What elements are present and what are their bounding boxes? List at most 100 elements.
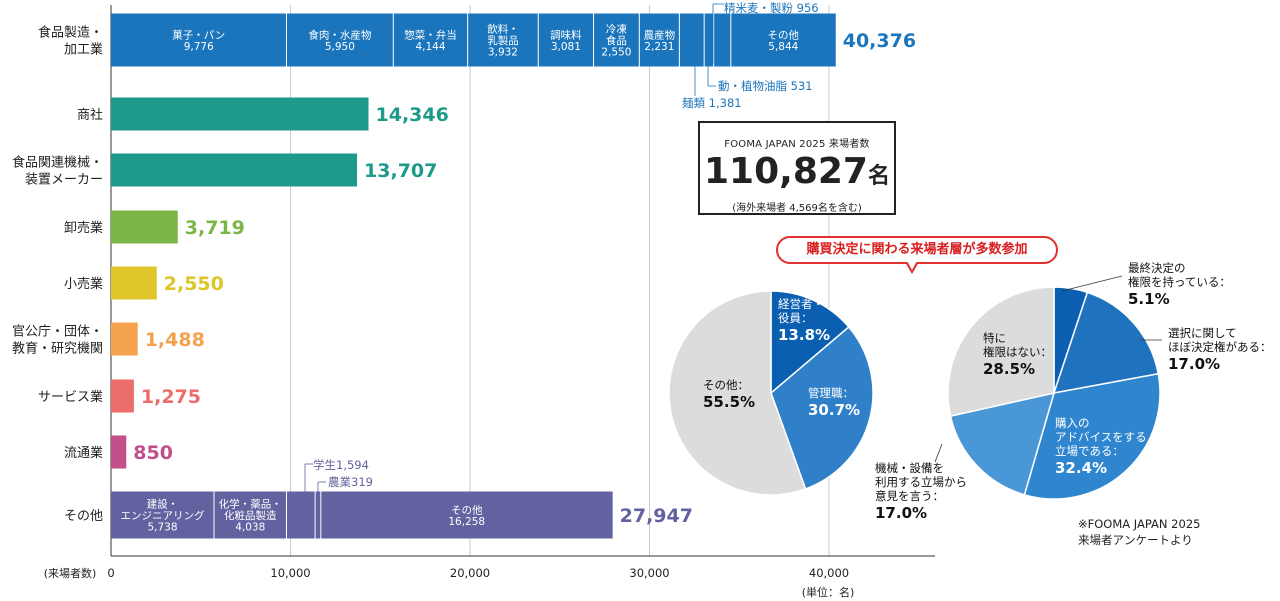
category-label-7-0: 流通業 bbox=[64, 445, 103, 461]
authority-pie-label-0-1: 権限を持っている： bbox=[1128, 275, 1231, 289]
segment-label-8-4-0: その他 bbox=[451, 503, 483, 516]
role-pie-slice-2 bbox=[668, 290, 807, 496]
total-visitors-box: FOOMA JAPAN 2025 来場者数 110,827名 (海外来場者 4,… bbox=[698, 121, 896, 215]
authority-pie-label-4-0: 特に bbox=[983, 331, 1006, 345]
authority-pie-label-1-1: ほぼ決定権がある： bbox=[1168, 340, 1272, 354]
role-pie-label-1-0: 管理職： bbox=[808, 386, 854, 400]
segment-label-0-4-1: 3,081 bbox=[551, 41, 581, 53]
authority-pie-label-1-0: 選択に関して bbox=[1168, 326, 1237, 340]
bar-1 bbox=[111, 97, 369, 131]
bar-segment-0-7 bbox=[679, 13, 705, 67]
authority-pie-pct-2: 32.4% bbox=[1055, 459, 1107, 477]
total-visitors-note: (海外来場者 4,569名を含む) bbox=[732, 203, 862, 214]
bar-segment-0-3 bbox=[467, 13, 539, 67]
role-pie-pct-1: 30.7% bbox=[808, 401, 860, 419]
authority-pie-label-2-0: 購入の bbox=[1055, 416, 1090, 430]
category-label-2-1: 装置メーカー bbox=[25, 173, 103, 188]
annotation-2: 麺類 1,381 bbox=[682, 96, 742, 110]
authority-pie-slice-3 bbox=[949, 391, 1056, 496]
unit-label: (単位：名) bbox=[802, 585, 855, 599]
bar-3 bbox=[111, 210, 178, 244]
category-label-1-0: 商社 bbox=[77, 107, 103, 123]
bar-total-5: 1,488 bbox=[145, 329, 205, 351]
authority-pie-pct-3: 17.0% bbox=[875, 504, 927, 522]
category-label-8-0: その他 bbox=[64, 509, 103, 524]
bar-2 bbox=[111, 153, 358, 187]
y-axis-label: (来場者数) bbox=[44, 567, 97, 580]
annotation-1: 動・植物油脂 531 bbox=[718, 79, 813, 93]
authority-pie-label-3-0: 機械・設備を bbox=[875, 461, 944, 475]
segment-label-0-3-2: 3,932 bbox=[488, 47, 518, 59]
category-label-2-0: 食品関連機械・ bbox=[12, 155, 103, 171]
annotation-0: 精米麦・製粉 956 bbox=[724, 1, 819, 15]
bar-segment-0-8 bbox=[704, 13, 714, 67]
survey-source-line-1: ※FOOMA JAPAN 2025 bbox=[1078, 517, 1201, 531]
segment-label-8-1-1: 化粧品製造 bbox=[224, 509, 277, 522]
segment-label-8-0-0: 建設・ bbox=[147, 498, 179, 511]
bar-5 bbox=[111, 322, 138, 356]
role-pie-label-0-1: 役員： bbox=[778, 311, 813, 325]
authority-pie-label-3-2: 意見を言う： bbox=[875, 489, 944, 503]
x-tick-label-2: 20,000 bbox=[450, 566, 490, 580]
segment-label-8-1-0: 化学・薬品・ bbox=[219, 498, 282, 511]
total-visitors-title: FOOMA JAPAN 2025 来場者数 bbox=[724, 139, 870, 150]
category-label-0-0: 食品製造・ bbox=[38, 25, 103, 41]
authority-pie-slice-2 bbox=[1023, 372, 1161, 500]
role-pie-pct-2: 55.5% bbox=[703, 393, 755, 411]
authority-pie-leader-0 bbox=[1061, 275, 1123, 292]
segment-label-0-10-0: その他 bbox=[768, 28, 800, 41]
x-tick-label-4: 40,000 bbox=[809, 566, 849, 580]
segment-label-0-5-0: 冷凍 bbox=[606, 23, 627, 36]
authority-pie-label-0-0: 最終決定の bbox=[1128, 261, 1186, 275]
category-label-3-0: 卸売業 bbox=[64, 220, 103, 236]
segment-label-0-2-0: 惣菜・弁当 bbox=[404, 28, 457, 41]
bar-segment-0-5 bbox=[593, 13, 640, 67]
bar-total-1: 14,346 bbox=[376, 104, 449, 126]
bar-segment-0-2 bbox=[393, 13, 468, 67]
authority-pie-label-2-1: アドバイスをする bbox=[1055, 430, 1147, 444]
segment-label-8-4-1: 16,258 bbox=[448, 516, 485, 528]
authority-pie-label-2-2: 立場である： bbox=[1055, 444, 1124, 458]
bar-segment-0-9 bbox=[713, 13, 731, 67]
bar-segment-0-10 bbox=[730, 13, 836, 67]
segment-label-0-0-1: 9,776 bbox=[184, 41, 214, 53]
role-pie-slice-0 bbox=[770, 290, 850, 395]
bar-segment-0-6 bbox=[639, 13, 680, 67]
annotation-4: 農業319 bbox=[328, 475, 373, 489]
segment-label-0-2-1: 4,144 bbox=[415, 41, 445, 53]
segment-label-0-3-1: 乳製品 bbox=[487, 34, 519, 47]
segment-label-0-0-0: 菓子・パン bbox=[172, 29, 225, 41]
bar-6 bbox=[111, 379, 134, 413]
category-label-0-1: 加工業 bbox=[64, 42, 103, 58]
total-visitors-number: 110,827 bbox=[704, 151, 868, 192]
segment-label-0-10-1: 5,844 bbox=[768, 41, 798, 53]
annotation-3: 学生1,594 bbox=[313, 458, 369, 472]
category-label-4-0: 小売業 bbox=[64, 276, 103, 292]
total-visitors-unit: 名 bbox=[867, 164, 890, 189]
segment-label-8-1-2: 4,038 bbox=[235, 522, 265, 534]
bar-4 bbox=[111, 266, 157, 300]
bar-total-6: 1,275 bbox=[141, 386, 201, 408]
segment-label-0-5-2: 2,550 bbox=[601, 47, 631, 59]
segment-label-0-1-1: 5,950 bbox=[325, 41, 355, 53]
bar-segment-8-0 bbox=[111, 491, 214, 539]
segment-label-0-3-0: 飲料・ bbox=[487, 23, 519, 36]
x-tick-label-1: 10,000 bbox=[270, 566, 310, 580]
bar-total-4: 2,550 bbox=[164, 273, 224, 295]
bar-7 bbox=[111, 435, 127, 469]
authority-pie-slice-4 bbox=[947, 286, 1055, 418]
authority-pie-slice-1 bbox=[1052, 291, 1160, 394]
callout-tail-inner bbox=[907, 261, 917, 270]
segment-label-0-6-0: 農産物 bbox=[644, 28, 676, 41]
bar-segment-0-4 bbox=[538, 13, 594, 67]
authority-pie-label-4-1: 権限はない： bbox=[983, 345, 1052, 359]
role-pie-label-2-0: その他： bbox=[703, 378, 749, 392]
segment-label-0-5-1: 食品 bbox=[606, 34, 627, 47]
authority-pie-label-3-1: 利用する立場から bbox=[875, 475, 967, 489]
authority-pie-pct-4: 28.5% bbox=[983, 360, 1035, 378]
x-tick-label-0: 0 bbox=[107, 566, 114, 580]
authority-pie-pct-1: 17.0% bbox=[1168, 355, 1220, 373]
bar-total-0: 40,376 bbox=[843, 30, 916, 52]
role-pie-label-0-0: 経営者・ bbox=[778, 297, 824, 311]
